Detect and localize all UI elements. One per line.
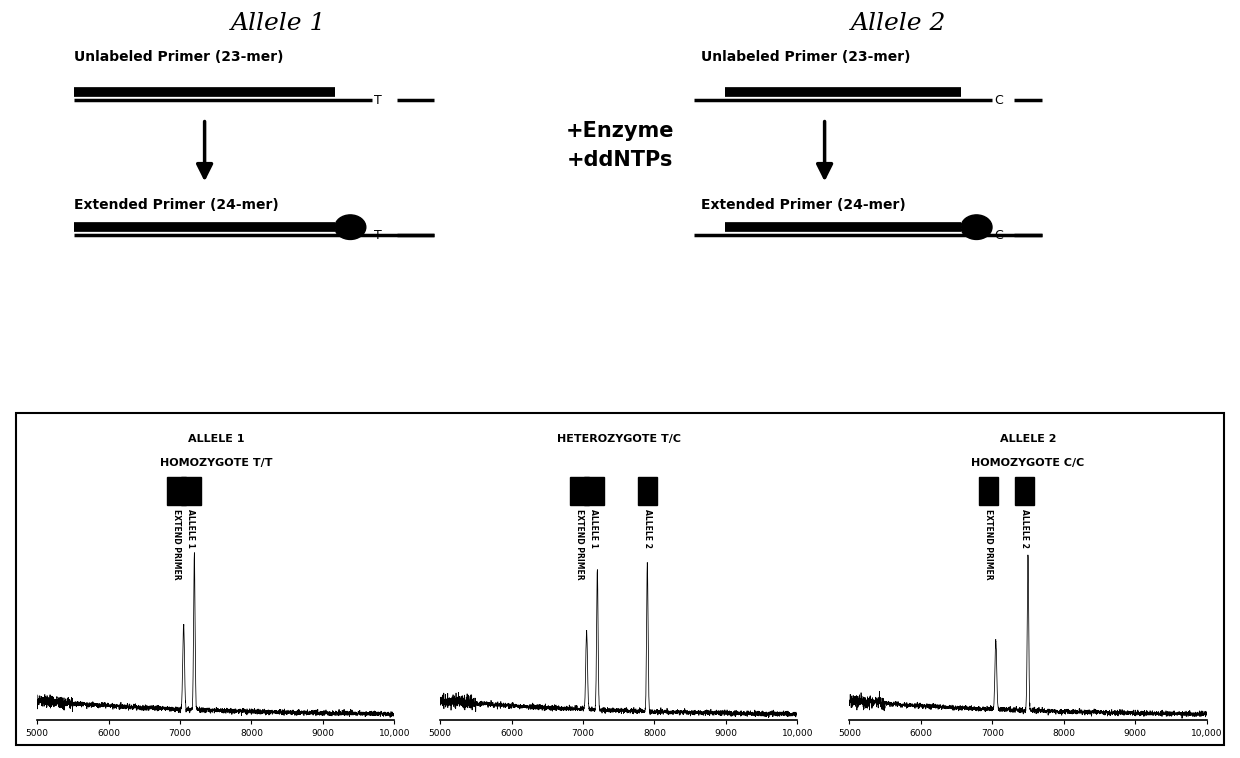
Text: T: T [374, 229, 382, 242]
Text: ALLELE 2: ALLELE 2 [999, 434, 1056, 444]
Bar [978, 477, 998, 505]
Text: EXTEND PRIMER: EXTEND PRIMER [172, 509, 181, 580]
Bar [637, 477, 657, 505]
Text: HETEROZYGOTE T/C: HETEROZYGOTE T/C [557, 434, 681, 444]
Bar [1014, 477, 1034, 505]
Text: Extended Primer (24-mer): Extended Primer (24-mer) [74, 198, 279, 211]
Text: C: C [993, 94, 1003, 107]
Text: +Enzyme: +Enzyme [565, 121, 675, 141]
Text: EXTEND PRIMER: EXTEND PRIMER [575, 509, 584, 580]
Text: HOMOZYGOTE C/C: HOMOZYGOTE C/C [971, 459, 1085, 468]
Text: ALLELE 2: ALLELE 2 [642, 509, 652, 548]
Text: ALLELE 1: ALLELE 1 [589, 509, 598, 548]
Bar [584, 477, 604, 505]
Text: C: C [993, 229, 1003, 242]
Bar [569, 477, 589, 505]
Text: Allele 1: Allele 1 [232, 12, 326, 36]
Text: EXTEND PRIMER: EXTEND PRIMER [985, 509, 993, 580]
Text: Allele 2: Allele 2 [852, 12, 946, 36]
Text: Unlabeled Primer (23-mer): Unlabeled Primer (23-mer) [701, 50, 910, 64]
Text: +ddNTPs: +ddNTPs [567, 149, 673, 170]
Text: HOMOZYGOTE T/T: HOMOZYGOTE T/T [160, 459, 272, 468]
Text: ALLELE 1: ALLELE 1 [186, 509, 195, 548]
Bar [181, 477, 201, 505]
Text: ALLELE 1: ALLELE 1 [187, 434, 244, 444]
Text: ALLELE 2: ALLELE 2 [1019, 509, 1029, 548]
Ellipse shape [335, 215, 366, 240]
Text: T: T [374, 94, 382, 107]
FancyBboxPatch shape [16, 412, 1224, 745]
Bar [166, 477, 186, 505]
Text: Extended Primer (24-mer): Extended Primer (24-mer) [701, 198, 905, 211]
Ellipse shape [961, 215, 992, 240]
Text: Unlabeled Primer (23-mer): Unlabeled Primer (23-mer) [74, 50, 284, 64]
